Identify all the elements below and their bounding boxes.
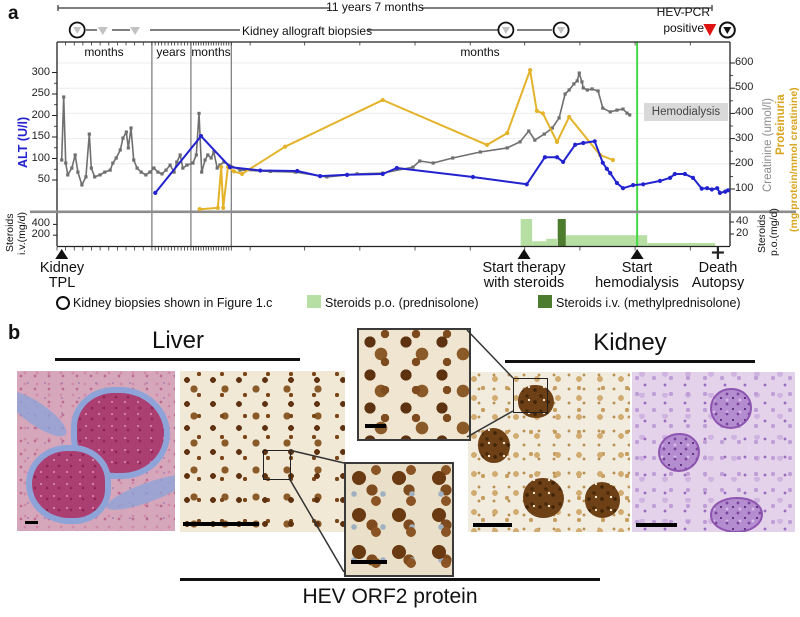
axis-tick-label: 100 xyxy=(735,182,754,194)
legend-steroids-iv: Steroids i.v. (methylprednisolone) xyxy=(556,296,741,310)
axis-tick-label: 300 xyxy=(31,65,50,78)
scale-bar xyxy=(351,560,387,564)
hev-orf2-caption: HEV ORF2 protein xyxy=(302,585,478,608)
liver-trichrome-micrograph xyxy=(17,371,175,531)
scale-bar xyxy=(365,424,386,428)
kidney-underline xyxy=(505,360,755,363)
event-start-hemodialysis: Start hemodialysis xyxy=(595,260,679,291)
axis-tick-label: 50 xyxy=(37,173,50,185)
liver-underline xyxy=(55,358,300,361)
axis-tick-label: 200 xyxy=(31,108,50,121)
glomerulus xyxy=(710,388,752,429)
liver-nodule xyxy=(26,444,112,524)
steroids-po-axis-label-2: p.o.(mg/d) xyxy=(768,208,780,256)
axis-tick-label: 200 xyxy=(31,228,50,241)
kidney-pas-micrograph xyxy=(632,372,795,532)
kidney-zoom-box xyxy=(513,378,548,413)
hev-pcr-label: HEV-PCR xyxy=(656,5,710,19)
panel-b-label: b xyxy=(8,322,21,344)
proteinuria-axis-label-1: Proteinuria xyxy=(775,94,787,155)
axis-tick-label: 600 xyxy=(735,56,754,68)
axis-tick-label: 500 xyxy=(735,81,754,94)
kidney-title: Kidney xyxy=(593,329,667,356)
liver-ihc-inset xyxy=(344,462,454,577)
glomerulus xyxy=(658,432,700,472)
axis-tick-label: 20 xyxy=(736,227,749,239)
event-kidney-tpl: Kidney TPL xyxy=(39,260,85,291)
liver-zoom-box xyxy=(263,450,291,480)
scale-bar xyxy=(636,523,677,527)
caption-overline xyxy=(180,578,600,581)
axis-tick-label: 400 xyxy=(31,217,50,230)
kidney-ihc-micrograph xyxy=(468,372,630,532)
axis-tick-label: 150 xyxy=(31,130,50,142)
steroids-iv-axis-label-1: Steroids xyxy=(4,213,16,252)
kidney-ihc-inset xyxy=(357,328,471,441)
axis-tick-label: 200 xyxy=(735,156,754,169)
glomerulus xyxy=(477,428,511,464)
scale-bar xyxy=(183,522,259,526)
clinical-course-chart xyxy=(30,5,796,259)
event-start-steroids: Start therapy with steroids xyxy=(482,260,566,291)
section-label-months-2: months xyxy=(191,45,231,59)
glomerulus xyxy=(584,482,621,518)
hemodialysis-label: Hemodialysis xyxy=(651,106,721,118)
biopsy-circle-icon xyxy=(56,296,70,310)
axis-tick-label: 250 xyxy=(31,87,50,99)
axis-tick-label: 400 xyxy=(735,106,754,119)
biopsies-line-label: Kidney allograft biopsies xyxy=(242,24,373,38)
legend-steroids-po: Steroids p.o. (prednisolone) xyxy=(325,296,479,310)
section-label-months-1: months xyxy=(84,45,124,59)
event-death-autopsy: Death Autopsy xyxy=(691,260,745,291)
axis-tick-label: 40 xyxy=(736,215,749,227)
glomerulus xyxy=(710,496,764,532)
axis-tick-label: 100 xyxy=(31,151,50,164)
fibrous-band xyxy=(17,384,73,444)
total-duration-label: 11 years 7 months xyxy=(326,0,424,14)
proteinuria-axis-label-2: (mg protein/mmol creatinine) xyxy=(788,87,800,232)
liver-nodule xyxy=(70,387,170,479)
steroids-iv-swatch xyxy=(538,295,552,308)
section-label-years: years xyxy=(156,45,186,59)
scale-bar xyxy=(25,521,38,524)
panel-a-label: a xyxy=(8,3,19,24)
steroids-po-swatch xyxy=(307,295,321,308)
scale-bar xyxy=(473,523,512,527)
glomerulus xyxy=(523,477,564,518)
hev-positive-label: positive xyxy=(663,21,704,35)
liver-title: Liver xyxy=(151,327,205,354)
legend-biopsies: Kidney biopsies shown in Figure 1.c xyxy=(73,296,273,310)
axis-tick-label: 300 xyxy=(735,131,754,144)
section-label-months-3: months xyxy=(460,45,500,59)
